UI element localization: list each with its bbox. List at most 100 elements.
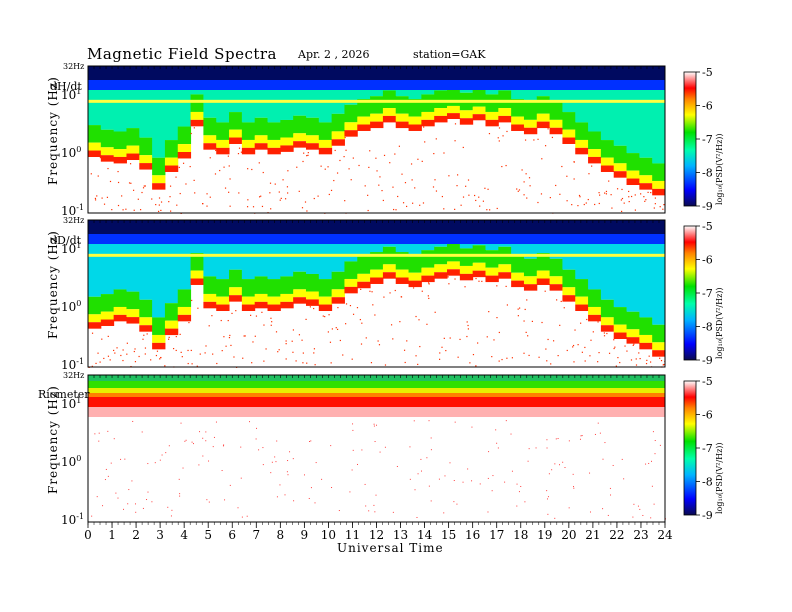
p0-speckle — [628, 200, 630, 203]
p1-speckle — [349, 305, 352, 307]
p0-col-red — [357, 124, 371, 131]
x-tick-label: 16 — [465, 528, 480, 542]
p0-col-upper — [575, 90, 589, 123]
p0-col-upper — [318, 90, 333, 123]
p0-col-yellow — [421, 111, 435, 120]
p1-speckle — [498, 331, 500, 334]
p2-speckle — [171, 509, 173, 511]
p2-speckle — [491, 490, 493, 492]
p0-col-upper — [139, 90, 153, 138]
p1-speckle — [181, 356, 183, 358]
p0-speckle — [90, 173, 92, 175]
p0-speckle — [561, 165, 563, 168]
p1-col-yellow — [100, 311, 115, 320]
p1-speckle — [155, 354, 158, 357]
p1-speckle — [603, 335, 606, 337]
p1-speckle — [466, 321, 468, 323]
p2-speckle — [182, 467, 184, 469]
p1-speckle — [399, 321, 401, 323]
p0-speckle — [623, 202, 625, 204]
p2-speckle — [623, 478, 625, 480]
p0-speckle — [549, 196, 551, 199]
p1-col-yellow — [370, 269, 384, 278]
p0-speckle — [301, 207, 304, 209]
p1-col-yellow — [164, 320, 179, 329]
p1-speckle — [633, 343, 635, 345]
p2-speckle — [396, 465, 398, 467]
p0-col-yellow — [485, 111, 499, 120]
p2-speckle — [548, 473, 550, 475]
p1-speckle — [99, 361, 101, 363]
p1-speckle — [428, 283, 430, 285]
p2-speckle — [134, 503, 136, 505]
p0-col-yellow — [190, 111, 204, 120]
p0-speckle — [443, 152, 445, 154]
p0-col-red — [382, 115, 397, 123]
p0-col-green — [357, 99, 371, 117]
p0-speckle — [414, 187, 416, 189]
p1-col-green — [280, 276, 294, 294]
p1-col-yellow — [639, 334, 653, 343]
p1-col-yellow — [447, 261, 461, 270]
p1-col-yellow — [408, 272, 422, 281]
p0-col-green — [293, 115, 307, 134]
p0-speckle — [468, 194, 470, 196]
p2-speckle — [98, 432, 100, 434]
p1-speckle — [159, 358, 161, 360]
p2-speckle — [547, 496, 549, 498]
p1-speckle — [439, 352, 441, 354]
p0-col-green — [203, 117, 217, 136]
p0-speckle — [599, 194, 601, 196]
p1-col-upper — [318, 244, 333, 280]
x-tick-label: 18 — [513, 528, 528, 542]
p2-speckle — [392, 511, 394, 513]
p0-col-green — [600, 140, 615, 158]
p0-col-upper — [216, 90, 230, 123]
p2-speckle — [255, 438, 257, 440]
p0-speckle — [482, 200, 485, 202]
p1-speckle — [263, 360, 265, 362]
p1-speckle — [659, 357, 661, 359]
p1-speckle — [144, 353, 146, 355]
p0-col-red — [536, 121, 551, 129]
p2-speckle — [275, 461, 277, 463]
p1-col-upper — [331, 244, 345, 272]
p1-speckle — [392, 338, 394, 340]
p2-speckle — [262, 447, 264, 449]
p1-col-upper — [216, 244, 230, 280]
p0-speckle — [228, 191, 230, 193]
p1-col-yellow — [113, 306, 127, 315]
p1-col-green — [626, 311, 640, 330]
p1-speckle — [179, 333, 181, 335]
p1-col-upper — [280, 244, 294, 277]
p1-speckle — [663, 363, 665, 366]
p1-col-red — [408, 280, 422, 288]
p0-speckle — [487, 188, 489, 190]
p0-speckle — [523, 194, 525, 196]
p1-speckle — [134, 348, 136, 350]
p1-speckle — [635, 364, 638, 366]
p1-speckle — [126, 342, 128, 344]
p2-speckle — [528, 448, 530, 450]
p2-speckle — [271, 461, 273, 463]
p2-speckle — [444, 475, 446, 477]
p0-speckle — [258, 196, 261, 198]
p1-speckle — [292, 351, 294, 353]
p1-speckle — [552, 340, 555, 342]
p2-speckle — [420, 470, 422, 472]
p2-speckle — [546, 447, 548, 449]
p2-speckle — [356, 463, 358, 465]
p0-speckle — [304, 201, 307, 203]
p0-col-yellow — [164, 157, 179, 166]
p2-speckle — [331, 487, 333, 489]
p2-speckle — [120, 458, 122, 460]
p0-col-yellow — [344, 122, 358, 131]
x-tick-label: 5 — [204, 528, 212, 542]
p0-speckle — [375, 157, 377, 159]
p2-speckle — [453, 501, 455, 503]
p2-speckle — [110, 462, 112, 464]
p1-col-upper — [267, 244, 281, 280]
date-label: Apr. 2 , 2026 — [297, 48, 370, 61]
p1-speckle — [478, 280, 480, 282]
p1-col-upper — [562, 244, 576, 270]
